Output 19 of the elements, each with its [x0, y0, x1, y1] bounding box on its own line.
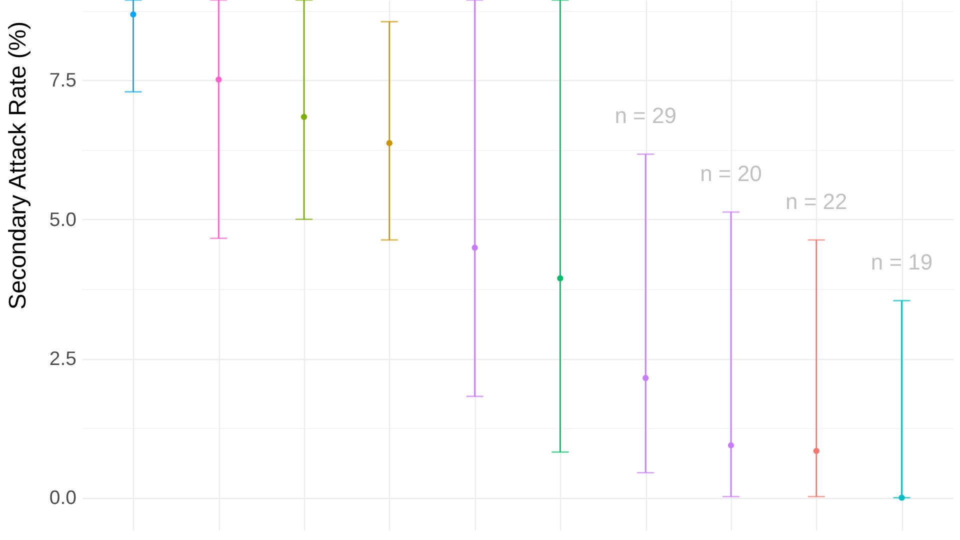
- point: [642, 374, 649, 382]
- point: [216, 76, 222, 83]
- point: [386, 140, 392, 146]
- annotation: n = 19: [870, 250, 933, 275]
- point: [813, 448, 820, 454]
- point: [130, 11, 136, 18]
- y-axis-title: Secondary Attack Rate (%): [4, 21, 32, 310]
- y-tick-label: 7.5: [49, 70, 77, 92]
- y-tick-label: 5.0: [49, 208, 77, 231]
- point: [472, 244, 478, 251]
- y-tick-label: 0.0: [49, 487, 77, 510]
- point: [898, 494, 905, 501]
- annotation: n = 22: [785, 188, 848, 214]
- annotation: n = 29: [614, 103, 676, 128]
- y-tick-label: 2.5: [49, 348, 77, 370]
- annotation: n = 20: [700, 161, 762, 186]
- point: [557, 275, 564, 282]
- point: [300, 114, 308, 120]
- point: [728, 442, 734, 448]
